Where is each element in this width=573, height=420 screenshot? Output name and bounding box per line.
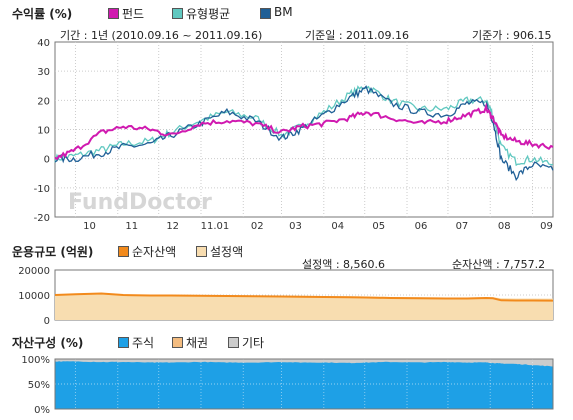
returns-x-tick-label: 02	[251, 221, 264, 232]
returns-y-tick-label: 20	[37, 96, 50, 107]
returns-x-tick-label: 11.01	[201, 221, 230, 232]
allocation-y-tick-label: 0%	[34, 405, 50, 416]
returns-y-tick-label: 30	[37, 67, 50, 78]
returns-x-tick-label: 12	[166, 221, 179, 232]
returns-y-tick-label: 40	[37, 38, 50, 49]
returns-x-tick-label: 04	[331, 221, 344, 232]
returns-x-tick-label: 07	[456, 221, 469, 232]
aum-y-tick-label: 20000	[18, 266, 50, 277]
returns-x-tick-label: 06	[415, 221, 428, 232]
returns-y-tick-label: 0	[44, 155, 50, 166]
returns-y-tick-label: -20	[34, 213, 50, 224]
aum-y-tick-label: 0	[44, 316, 50, 327]
returns-x-tick-label: 09	[540, 221, 553, 232]
allocation-y-tick-label: 50%	[28, 380, 50, 391]
returns-x-tick-label: 11	[125, 221, 138, 232]
funddoctor-watermark: FundDoctor	[68, 190, 212, 215]
returns-x-tick-label: 03	[289, 221, 302, 232]
stock-area	[55, 361, 553, 409]
allocation-y-tick-label: 100%	[21, 355, 50, 366]
returns-x-tick-label: 08	[498, 221, 511, 232]
aum-y-tick-label: 10000	[18, 291, 50, 302]
returns-y-tick-label: -10	[34, 184, 50, 195]
returns-y-tick-label: 10	[37, 126, 50, 137]
returns-x-tick-label: 10	[83, 221, 96, 232]
returns-x-tick-label: 05	[372, 221, 385, 232]
